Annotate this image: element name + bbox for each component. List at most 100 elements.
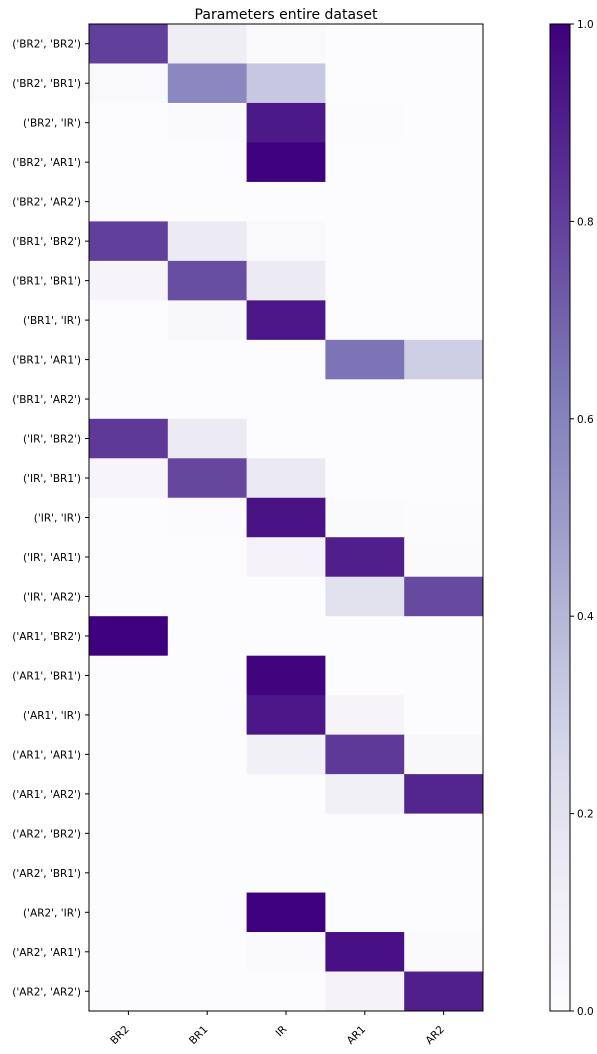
y-tick-label: ('AR2', 'IR')	[23, 907, 81, 919]
heatmap-cell	[404, 418, 484, 459]
colorbar-tick-label: 0.8	[577, 216, 594, 228]
heatmap-cell	[325, 537, 405, 578]
heatmap-cell	[246, 181, 326, 222]
heatmap-cell	[325, 971, 405, 1012]
heatmap-cell	[404, 971, 484, 1012]
heatmap-cell	[404, 458, 484, 499]
heatmap-cell	[89, 102, 169, 143]
heatmap-cell	[246, 221, 326, 262]
heatmap-cell	[325, 102, 405, 143]
heatmap-cell	[246, 458, 326, 499]
heatmap-cell	[325, 616, 405, 657]
y-tick-label: ('AR1', 'IR')	[23, 710, 81, 722]
heatmap-cell	[404, 181, 484, 222]
heatmap-cell	[325, 63, 405, 104]
heatmap-cell	[325, 892, 405, 933]
heatmap-cell	[89, 142, 169, 183]
heatmap-cell	[325, 418, 405, 459]
heatmap-cell	[246, 853, 326, 894]
heatmap-cell	[246, 142, 326, 183]
heatmap-cell	[167, 537, 248, 578]
heatmap-cell	[167, 260, 248, 301]
y-tick-label: ('AR2', 'BR2')	[12, 828, 81, 840]
heatmap-cell	[325, 774, 405, 815]
y-tick-label: ('AR2', 'AR2')	[12, 986, 81, 998]
heatmap-cell	[89, 497, 169, 538]
y-tick-label: ('AR2', 'AR1')	[12, 947, 81, 959]
y-tick-label: ('BR2', 'AR1')	[12, 157, 81, 169]
heatmap-cell	[404, 932, 484, 973]
heatmap-cell	[246, 971, 326, 1012]
heatmap-cell	[89, 379, 169, 420]
x-tick-label: BR2	[108, 1023, 131, 1046]
y-tick-label: ('BR2', 'BR1')	[12, 78, 81, 90]
heatmap-cell	[89, 260, 169, 301]
heatmap-cell	[167, 142, 248, 183]
heatmap-cell	[325, 853, 405, 894]
heatmap-cell	[89, 300, 169, 341]
heatmap-cell	[404, 813, 484, 854]
heatmap-cell	[246, 339, 326, 380]
heatmap-cell	[246, 576, 326, 617]
y-tick-label: ('AR1', 'AR1')	[12, 749, 81, 761]
colorbar-tick-label: 0.2	[577, 809, 594, 821]
heatmap-cell	[404, 339, 484, 380]
heatmap-cell	[167, 892, 248, 933]
heatmap-cell	[167, 102, 248, 143]
x-tick-label: IR	[273, 1023, 289, 1039]
y-tick-label: ('BR1', 'BR1')	[12, 276, 81, 288]
heatmap-cell	[89, 418, 169, 459]
heatmap-cell	[325, 734, 405, 775]
heatmap-cell	[246, 774, 326, 815]
y-tick-label: ('AR1', 'BR1')	[12, 670, 81, 682]
heatmap-cell	[246, 102, 326, 143]
colorbar-tick-label: 0.6	[577, 414, 594, 426]
heatmap-cell	[404, 537, 484, 578]
heatmap-cell	[167, 300, 248, 341]
heatmap-cell	[325, 221, 405, 262]
heatmap-cell	[89, 576, 169, 617]
heatmap-cell	[404, 734, 484, 775]
heatmap-cell	[325, 813, 405, 854]
y-tick-label: ('BR1', 'BR2')	[12, 236, 81, 248]
heatmap-cell	[246, 418, 326, 459]
heatmap-cell	[325, 339, 405, 380]
heatmap-cell	[246, 379, 326, 420]
heatmap-cell	[404, 142, 484, 183]
heatmap-cell	[246, 63, 326, 104]
x-tick-label: AR1	[345, 1023, 368, 1046]
heatmap-cell	[404, 655, 484, 696]
y-tick-label: ('IR', 'IR')	[34, 513, 81, 525]
heatmap-cell	[167, 458, 248, 499]
heatmap-cell	[325, 695, 405, 736]
colorbar-tick-label: 0.4	[577, 611, 594, 623]
heatmap-cell	[404, 300, 484, 341]
y-tick-label: ('BR2', 'AR2')	[12, 197, 81, 209]
y-tick-label: ('BR2', 'IR')	[23, 118, 81, 130]
heatmap-cell	[89, 221, 169, 262]
heatmap-cell	[89, 458, 169, 499]
heatmap-cell	[325, 655, 405, 696]
y-tick-label: ('IR', 'BR2')	[23, 434, 81, 446]
heatmap-cell	[167, 655, 248, 696]
heatmap-cell	[404, 63, 484, 104]
heatmap-cell	[167, 734, 248, 775]
heatmap-cell	[325, 379, 405, 420]
heatmap-cell	[167, 221, 248, 262]
y-tick-label: ('IR', 'BR1')	[23, 473, 81, 485]
heatmap-cell	[246, 300, 326, 341]
x-tick-label: AR2	[423, 1023, 446, 1046]
heatmap-cell	[246, 932, 326, 973]
heatmap-cell	[167, 813, 248, 854]
heatmap-cell	[404, 892, 484, 933]
heatmap-cell	[246, 655, 326, 696]
heatmap-cell	[89, 695, 169, 736]
heatmap-cell	[167, 853, 248, 894]
x-axis: BR2 BR1 IR AR1 AR2	[108, 1011, 447, 1047]
heatmap-cell	[246, 537, 326, 578]
heatmap-cell	[89, 892, 169, 933]
y-tick-label: ('AR1', 'BR2')	[12, 631, 81, 643]
chart-title: Parameters entire dataset	[195, 7, 378, 23]
heatmap-cell	[167, 971, 248, 1012]
